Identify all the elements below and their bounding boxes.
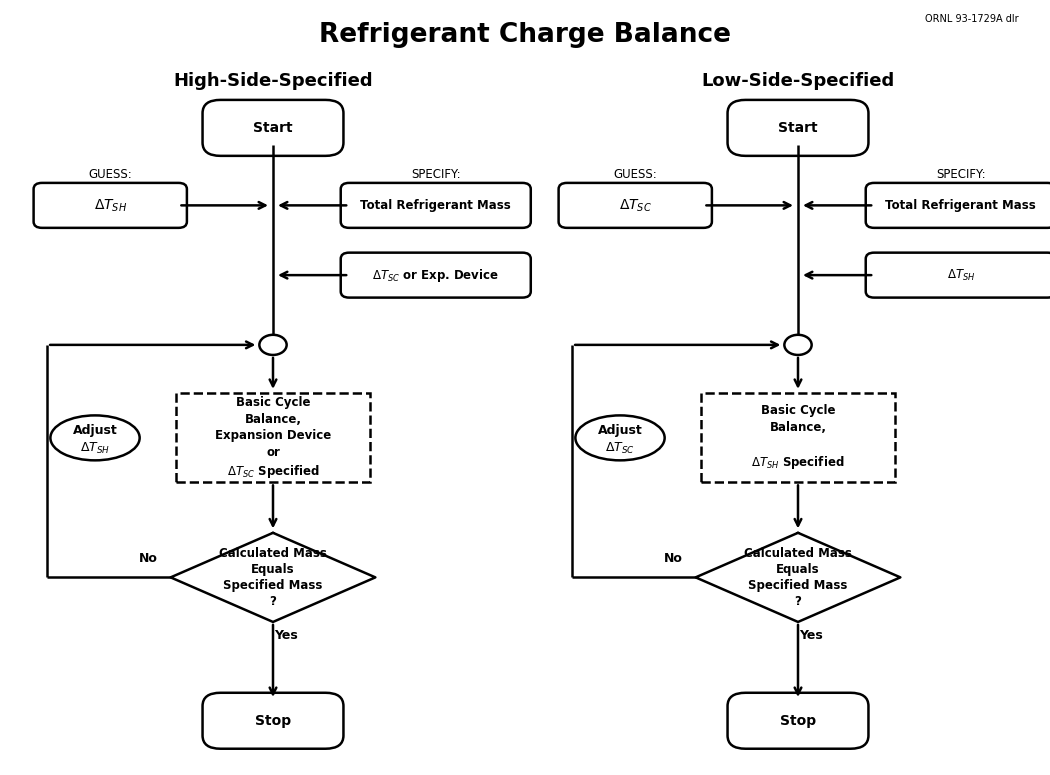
Bar (701, 394, 895, 482)
Text: Calculated Mass
Equals
Specified Mass
?: Calculated Mass Equals Specified Mass ? (219, 547, 327, 608)
FancyBboxPatch shape (203, 100, 343, 156)
Text: ORNL 93-1729A dlr: ORNL 93-1729A dlr (925, 15, 1018, 24)
Text: $\Delta T_{SH}$: $\Delta T_{SH}$ (93, 197, 127, 214)
Text: Start: Start (253, 121, 293, 135)
Text: $\Delta T_{SC}$: $\Delta T_{SC}$ (605, 440, 635, 456)
Ellipse shape (50, 415, 140, 460)
Text: Basic Cycle
Balance,
Expansion Device
or
$\Delta T_{SC}$ Specified: Basic Cycle Balance, Expansion Device or… (215, 396, 331, 480)
Circle shape (784, 335, 812, 355)
Text: Stop: Stop (255, 714, 291, 728)
FancyBboxPatch shape (203, 693, 343, 749)
FancyBboxPatch shape (865, 183, 1050, 228)
Text: GUESS:: GUESS: (88, 168, 132, 181)
Text: $\Delta T_{SC}$ or Exp. Device: $\Delta T_{SC}$ or Exp. Device (373, 267, 499, 284)
Text: Yes: Yes (799, 629, 822, 642)
Text: Stop: Stop (780, 714, 816, 728)
Text: $\Delta T_{SH}$: $\Delta T_{SH}$ (80, 440, 110, 456)
Text: Total Refrigerant Mass: Total Refrigerant Mass (885, 199, 1036, 212)
Circle shape (259, 335, 287, 355)
Text: Refrigerant Charge Balance: Refrigerant Charge Balance (319, 22, 731, 48)
Text: Adjust: Adjust (72, 424, 118, 436)
Text: $\Delta T_{SH}$: $\Delta T_{SH}$ (946, 267, 975, 283)
Bar (176, 394, 370, 482)
FancyBboxPatch shape (34, 183, 187, 228)
FancyBboxPatch shape (340, 253, 531, 298)
Text: Total Refrigerant Mass: Total Refrigerant Mass (360, 199, 511, 212)
Polygon shape (170, 533, 376, 622)
Text: Low-Side-Specified: Low-Side-Specified (701, 72, 895, 91)
Text: Yes: Yes (274, 629, 297, 642)
Text: Adjust: Adjust (597, 424, 643, 436)
FancyBboxPatch shape (728, 100, 868, 156)
FancyBboxPatch shape (340, 183, 531, 228)
Text: No: No (140, 552, 158, 564)
Text: GUESS:: GUESS: (613, 168, 657, 181)
Text: Basic Cycle
Balance,

$\Delta T_{SH}$ Specified: Basic Cycle Balance, $\Delta T_{SH}$ Spe… (752, 405, 844, 471)
Text: $\Delta T_{SC}$: $\Delta T_{SC}$ (618, 197, 652, 214)
Text: SPECIFY:: SPECIFY: (411, 168, 461, 181)
Text: Start: Start (778, 121, 818, 135)
FancyBboxPatch shape (865, 253, 1050, 298)
Text: High-Side-Specified: High-Side-Specified (173, 72, 373, 91)
Text: Calculated Mass
Equals
Specified Mass
?: Calculated Mass Equals Specified Mass ? (744, 547, 852, 608)
FancyBboxPatch shape (728, 693, 868, 749)
Ellipse shape (575, 415, 665, 460)
Text: SPECIFY:: SPECIFY: (936, 168, 986, 181)
Text: No: No (665, 552, 682, 564)
FancyBboxPatch shape (559, 183, 712, 228)
Polygon shape (695, 533, 901, 622)
